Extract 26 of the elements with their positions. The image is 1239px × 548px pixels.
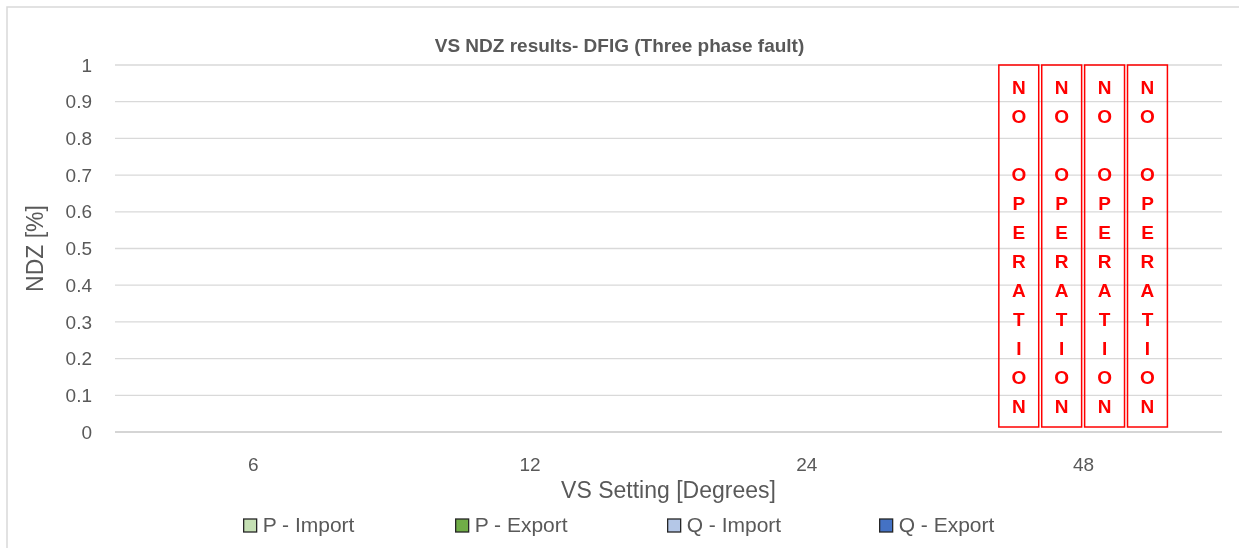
x-tick-label: 6: [248, 454, 259, 475]
y-tick-label: 1: [81, 54, 92, 76]
y-tick-label: 0.7: [65, 164, 92, 186]
x-axis-title: VS Setting [Degrees]: [561, 477, 776, 503]
text: NO OPERATION: [1140, 76, 1155, 416]
chart-title: VS NDZ results- DFIG (Three phase fault): [434, 35, 805, 56]
y-tick-label: 0.8: [65, 128, 92, 150]
legend-label: P - Export: [474, 513, 568, 537]
legend-label: P - Import: [262, 513, 355, 537]
legend-label: Q - Export: [898, 513, 995, 537]
text: NO OPERATION: [1097, 76, 1112, 416]
y-tick-label: 0.9: [65, 91, 92, 113]
y-tick-label: 0.3: [65, 311, 92, 333]
y-tick-label: 0.6: [65, 201, 92, 223]
y-axis-title: NDZ [%]: [22, 205, 48, 292]
y-tick-label: 0.4: [65, 274, 93, 296]
y-tick-label: 0: [81, 421, 92, 443]
x-tick-label: 48: [1073, 454, 1095, 475]
text: NO OPERATION: [1011, 76, 1027, 416]
y-tick-label: 0.1: [65, 384, 92, 406]
y-tick-label: 0.2: [65, 348, 92, 370]
text: NO OPERATION: [1054, 76, 1070, 416]
x-tick-label: 24: [796, 454, 818, 475]
y-tick-label: 0.5: [65, 238, 92, 260]
x-tick-label: 12: [519, 454, 541, 475]
legend-label: Q - Import: [686, 513, 782, 537]
